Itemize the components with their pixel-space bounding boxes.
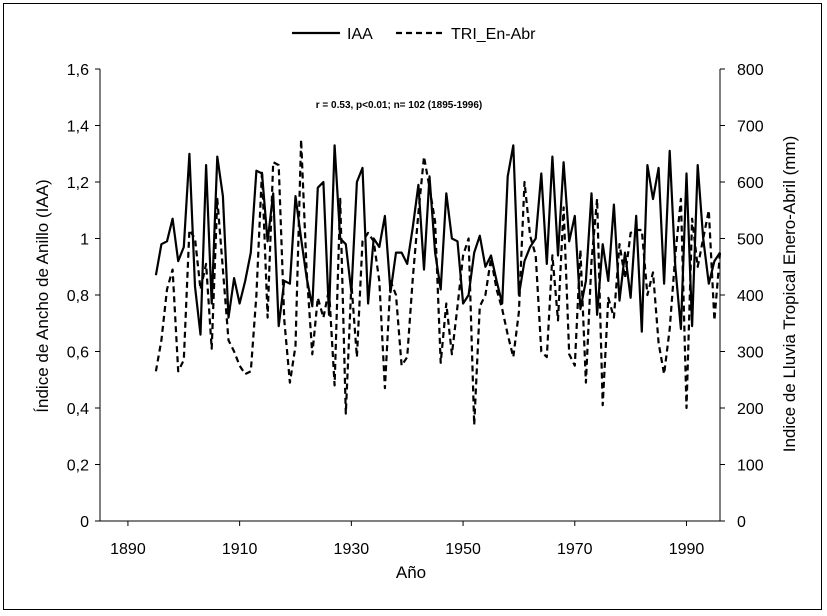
y-right-tick-label: 200: [737, 401, 764, 418]
x-tick-label: 1930: [334, 541, 370, 558]
y-left-tick-label: 1,6: [67, 62, 89, 79]
legend-label-tri: TRI_En-Abr: [451, 26, 536, 43]
y-left-tick-label: 1,2: [67, 175, 89, 192]
y-right-tick-label: 500: [737, 232, 764, 249]
x-tick-label: 1910: [222, 541, 258, 558]
chart-frame: [3, 3, 822, 610]
y-right-tick-label: 700: [737, 119, 764, 136]
axes: 0 0,2 0,4 0,6 0,8 1 1,2 1,4 1,6 0 100 200 300 400 500 6…: [67, 62, 764, 558]
y-left-tick-label: 1: [80, 232, 89, 249]
y-right-tick-label: 300: [737, 345, 764, 362]
chart-annotation: r = 0.53, p<0.01; n= 102 (1895-1996): [316, 100, 483, 111]
legend: IAA TRI_En-Abr: [292, 26, 536, 43]
series-line-iaa: [154, 144, 721, 336]
x-tick-label: 1890: [110, 541, 146, 558]
x-tick-label: 1990: [669, 541, 705, 558]
y-axis-right-title: Indice de Lluvia Tropical Enero-Abril (m…: [780, 136, 799, 453]
y-right-tick-label: 100: [737, 458, 764, 475]
y-right-tick-label: 400: [737, 288, 764, 305]
y-axis-left-title: Índice de Ancho de Anillo (IAA): [33, 179, 52, 412]
y-left-tick-label: 1,4: [67, 119, 89, 136]
y-left-tick-label: 0,2: [67, 458, 89, 475]
x-axis-title: Año: [396, 563, 426, 582]
y-left-tick-label: 0,4: [67, 401, 89, 418]
y-right-tick-label: 800: [737, 62, 764, 79]
x-tick-label: 1950: [445, 541, 481, 558]
y-right-tick-label: 600: [737, 175, 764, 192]
x-tick-label: 1970: [557, 541, 593, 558]
y-left-tick-label: 0,6: [67, 345, 89, 362]
y-right-tick-label: 0: [737, 514, 746, 531]
y-left-tick-label: 0,8: [67, 288, 89, 305]
series-lines: [154, 138, 722, 426]
series-line-tri-en-abr: [154, 138, 722, 426]
y-left-tick-label: 0: [80, 514, 89, 531]
legend-label-iaa: IAA: [347, 26, 373, 43]
